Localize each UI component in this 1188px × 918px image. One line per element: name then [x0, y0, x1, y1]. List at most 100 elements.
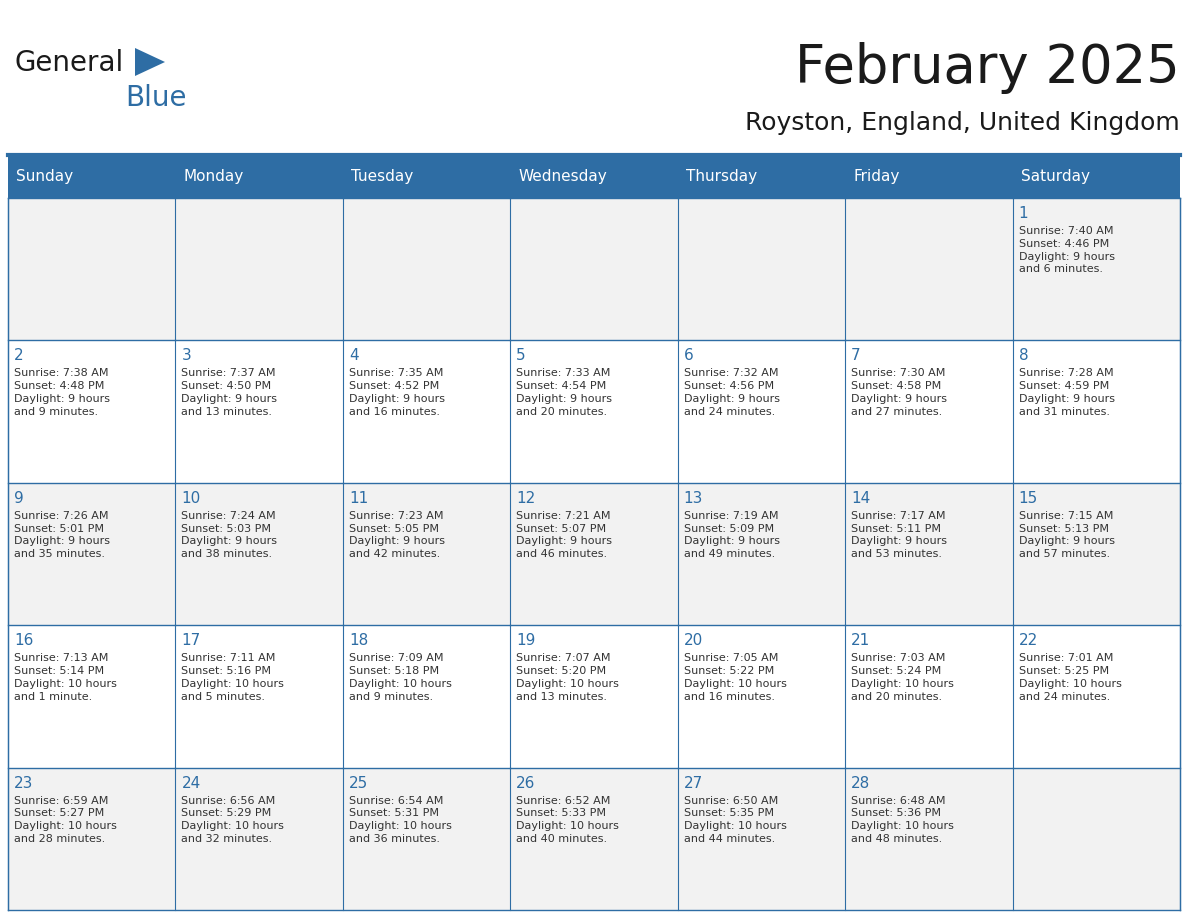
Text: Sunrise: 7:37 AM
Sunset: 4:50 PM
Daylight: 9 hours
and 13 minutes.: Sunrise: 7:37 AM Sunset: 4:50 PM Dayligh… — [182, 368, 278, 417]
Text: Sunrise: 7:09 AM
Sunset: 5:18 PM
Daylight: 10 hours
and 9 minutes.: Sunrise: 7:09 AM Sunset: 5:18 PM Dayligh… — [349, 654, 451, 701]
Text: Sunrise: 6:48 AM
Sunset: 5:36 PM
Daylight: 10 hours
and 48 minutes.: Sunrise: 6:48 AM Sunset: 5:36 PM Dayligh… — [851, 796, 954, 844]
Text: Sunrise: 7:21 AM
Sunset: 5:07 PM
Daylight: 9 hours
and 46 minutes.: Sunrise: 7:21 AM Sunset: 5:07 PM Dayligh… — [517, 510, 612, 559]
Bar — [8, 483, 176, 625]
Text: 11: 11 — [349, 491, 368, 506]
Bar — [511, 341, 677, 483]
Bar — [511, 625, 677, 767]
Text: Sunrise: 7:33 AM
Sunset: 4:54 PM
Daylight: 9 hours
and 20 minutes.: Sunrise: 7:33 AM Sunset: 4:54 PM Dayligh… — [517, 368, 612, 417]
Text: 12: 12 — [517, 491, 536, 506]
Bar — [1012, 198, 1180, 341]
Text: 3: 3 — [182, 349, 191, 364]
Bar — [343, 198, 511, 341]
Text: Sunrise: 7:28 AM
Sunset: 4:59 PM
Daylight: 9 hours
and 31 minutes.: Sunrise: 7:28 AM Sunset: 4:59 PM Dayligh… — [1018, 368, 1114, 417]
Text: 23: 23 — [14, 776, 33, 790]
Text: 16: 16 — [14, 633, 33, 648]
Text: 2: 2 — [14, 349, 24, 364]
Bar — [677, 483, 845, 625]
Text: Tuesday: Tuesday — [350, 169, 413, 184]
Bar — [343, 155, 511, 198]
Bar — [677, 767, 845, 910]
Bar — [845, 767, 1012, 910]
Text: 26: 26 — [517, 776, 536, 790]
Text: Sunrise: 7:40 AM
Sunset: 4:46 PM
Daylight: 9 hours
and 6 minutes.: Sunrise: 7:40 AM Sunset: 4:46 PM Dayligh… — [1018, 226, 1114, 274]
Bar — [1012, 483, 1180, 625]
Bar — [343, 483, 511, 625]
Bar — [1012, 625, 1180, 767]
Bar — [1012, 155, 1180, 198]
Text: 22: 22 — [1018, 633, 1038, 648]
Text: Thursday: Thursday — [685, 169, 757, 184]
Polygon shape — [135, 48, 165, 76]
Text: 19: 19 — [517, 633, 536, 648]
Text: 10: 10 — [182, 491, 201, 506]
Text: Wednesday: Wednesday — [518, 169, 607, 184]
Text: 4: 4 — [349, 349, 359, 364]
Bar — [845, 625, 1012, 767]
Text: Sunrise: 7:03 AM
Sunset: 5:24 PM
Daylight: 10 hours
and 20 minutes.: Sunrise: 7:03 AM Sunset: 5:24 PM Dayligh… — [851, 654, 954, 701]
Text: 5: 5 — [517, 349, 526, 364]
Bar — [176, 341, 343, 483]
Bar — [8, 155, 176, 198]
Bar — [677, 198, 845, 341]
Text: 15: 15 — [1018, 491, 1038, 506]
Text: Sunday: Sunday — [15, 169, 74, 184]
Text: 20: 20 — [684, 633, 703, 648]
Text: 27: 27 — [684, 776, 703, 790]
Text: 7: 7 — [851, 349, 861, 364]
Text: Blue: Blue — [125, 84, 187, 112]
Bar — [511, 155, 677, 198]
Text: Monday: Monday — [183, 169, 244, 184]
Text: Sunrise: 6:56 AM
Sunset: 5:29 PM
Daylight: 10 hours
and 32 minutes.: Sunrise: 6:56 AM Sunset: 5:29 PM Dayligh… — [182, 796, 284, 844]
Bar — [1012, 341, 1180, 483]
Bar — [8, 198, 176, 341]
Bar — [176, 625, 343, 767]
Text: Sunrise: 7:26 AM
Sunset: 5:01 PM
Daylight: 9 hours
and 35 minutes.: Sunrise: 7:26 AM Sunset: 5:01 PM Dayligh… — [14, 510, 110, 559]
Bar — [343, 625, 511, 767]
Bar — [511, 198, 677, 341]
Text: Royston, England, United Kingdom: Royston, England, United Kingdom — [745, 111, 1180, 135]
Text: Sunrise: 7:15 AM
Sunset: 5:13 PM
Daylight: 9 hours
and 57 minutes.: Sunrise: 7:15 AM Sunset: 5:13 PM Dayligh… — [1018, 510, 1114, 559]
Bar — [8, 625, 176, 767]
Text: 21: 21 — [851, 633, 871, 648]
Bar — [176, 155, 343, 198]
Text: Sunrise: 7:05 AM
Sunset: 5:22 PM
Daylight: 10 hours
and 16 minutes.: Sunrise: 7:05 AM Sunset: 5:22 PM Dayligh… — [684, 654, 786, 701]
Text: Sunrise: 7:38 AM
Sunset: 4:48 PM
Daylight: 9 hours
and 9 minutes.: Sunrise: 7:38 AM Sunset: 4:48 PM Dayligh… — [14, 368, 110, 417]
Text: 18: 18 — [349, 633, 368, 648]
Text: Saturday: Saturday — [1020, 169, 1089, 184]
Text: 14: 14 — [851, 491, 871, 506]
Bar — [343, 341, 511, 483]
Text: Sunrise: 6:50 AM
Sunset: 5:35 PM
Daylight: 10 hours
and 44 minutes.: Sunrise: 6:50 AM Sunset: 5:35 PM Dayligh… — [684, 796, 786, 844]
Bar — [677, 625, 845, 767]
Text: Sunrise: 7:17 AM
Sunset: 5:11 PM
Daylight: 9 hours
and 53 minutes.: Sunrise: 7:17 AM Sunset: 5:11 PM Dayligh… — [851, 510, 947, 559]
Bar — [677, 155, 845, 198]
Text: General: General — [15, 49, 125, 77]
Text: 13: 13 — [684, 491, 703, 506]
Text: Sunrise: 7:07 AM
Sunset: 5:20 PM
Daylight: 10 hours
and 13 minutes.: Sunrise: 7:07 AM Sunset: 5:20 PM Dayligh… — [517, 654, 619, 701]
Text: 1: 1 — [1018, 206, 1028, 221]
Text: Sunrise: 7:24 AM
Sunset: 5:03 PM
Daylight: 9 hours
and 38 minutes.: Sunrise: 7:24 AM Sunset: 5:03 PM Dayligh… — [182, 510, 278, 559]
Bar — [511, 767, 677, 910]
Text: Friday: Friday — [853, 169, 899, 184]
Text: Sunrise: 6:54 AM
Sunset: 5:31 PM
Daylight: 10 hours
and 36 minutes.: Sunrise: 6:54 AM Sunset: 5:31 PM Dayligh… — [349, 796, 451, 844]
Bar — [176, 483, 343, 625]
Bar — [677, 341, 845, 483]
Bar — [845, 483, 1012, 625]
Bar — [176, 198, 343, 341]
Text: Sunrise: 7:19 AM
Sunset: 5:09 PM
Daylight: 9 hours
and 49 minutes.: Sunrise: 7:19 AM Sunset: 5:09 PM Dayligh… — [684, 510, 779, 559]
Text: Sunrise: 7:01 AM
Sunset: 5:25 PM
Daylight: 10 hours
and 24 minutes.: Sunrise: 7:01 AM Sunset: 5:25 PM Dayligh… — [1018, 654, 1121, 701]
Text: Sunrise: 7:11 AM
Sunset: 5:16 PM
Daylight: 10 hours
and 5 minutes.: Sunrise: 7:11 AM Sunset: 5:16 PM Dayligh… — [182, 654, 284, 701]
Text: 25: 25 — [349, 776, 368, 790]
Text: Sunrise: 7:32 AM
Sunset: 4:56 PM
Daylight: 9 hours
and 24 minutes.: Sunrise: 7:32 AM Sunset: 4:56 PM Dayligh… — [684, 368, 779, 417]
Bar — [511, 483, 677, 625]
Bar — [1012, 767, 1180, 910]
Bar — [845, 155, 1012, 198]
Text: February 2025: February 2025 — [795, 42, 1180, 94]
Text: Sunrise: 7:35 AM
Sunset: 4:52 PM
Daylight: 9 hours
and 16 minutes.: Sunrise: 7:35 AM Sunset: 4:52 PM Dayligh… — [349, 368, 444, 417]
Text: Sunrise: 6:59 AM
Sunset: 5:27 PM
Daylight: 10 hours
and 28 minutes.: Sunrise: 6:59 AM Sunset: 5:27 PM Dayligh… — [14, 796, 116, 844]
Text: 17: 17 — [182, 633, 201, 648]
Bar — [8, 767, 176, 910]
Text: 24: 24 — [182, 776, 201, 790]
Text: Sunrise: 7:23 AM
Sunset: 5:05 PM
Daylight: 9 hours
and 42 minutes.: Sunrise: 7:23 AM Sunset: 5:05 PM Dayligh… — [349, 510, 444, 559]
Bar — [8, 341, 176, 483]
Text: Sunrise: 7:30 AM
Sunset: 4:58 PM
Daylight: 9 hours
and 27 minutes.: Sunrise: 7:30 AM Sunset: 4:58 PM Dayligh… — [851, 368, 947, 417]
